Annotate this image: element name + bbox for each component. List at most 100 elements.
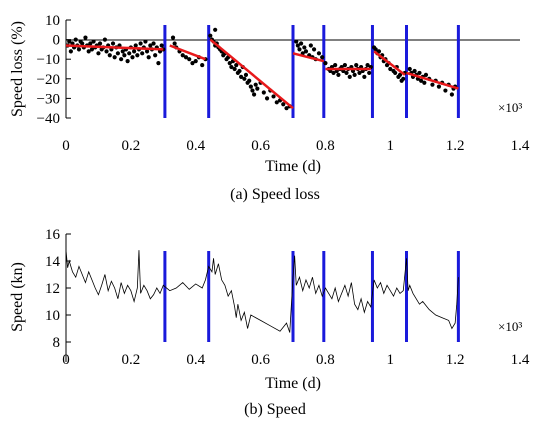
a-scatter-point	[255, 86, 260, 91]
a-scatter-point	[242, 76, 247, 81]
a-scatter-point	[227, 61, 232, 66]
a-scatter-point	[180, 53, 185, 58]
a-scatter-point	[311, 47, 317, 52]
a-scatter-point	[229, 64, 234, 70]
panel-a: 10 0 −10 −20 −30 −40 0 0.2 0.4 0.6 0.8 1 1.2 1.4 ×10…	[9, 13, 530, 203]
a-trend-line	[406, 71, 459, 90]
a-scatter-point	[130, 55, 135, 60]
a-y-tick-label: −40	[37, 111, 60, 127]
a-scatter-point	[357, 70, 362, 76]
a-scatter-point	[80, 41, 85, 46]
a-caption: (a) Speed loss	[230, 186, 320, 203]
a-scatter-point	[110, 41, 116, 46]
b-x-tick-label: 1.4	[511, 352, 530, 368]
a-scatter-point	[97, 41, 103, 46]
a-scatter-point	[190, 61, 195, 66]
a-scatter-point	[422, 80, 427, 85]
a-x-tick-label: 0.2	[121, 138, 140, 154]
a-scatter-point	[333, 62, 338, 68]
a-scatter-point	[320, 55, 325, 60]
a-scatter-point	[239, 74, 244, 79]
a-scatter-point	[151, 41, 156, 46]
a-scatter-point	[89, 47, 95, 52]
a-trend-line	[292, 52, 325, 63]
a-scatter-point	[146, 55, 151, 60]
a-scatter-point	[125, 59, 130, 64]
a-scatter-point	[127, 51, 132, 56]
speed-series-line	[65, 250, 459, 333]
a-scatter-point	[213, 27, 218, 32]
a-y-label: Speed loss (%)	[9, 21, 26, 117]
a-scatter-point	[156, 61, 161, 66]
a-scatter-point	[112, 55, 117, 60]
a-x-label: Time (d)	[265, 158, 321, 175]
a-scatter-point	[295, 43, 300, 48]
a-scatter-point	[68, 49, 73, 54]
a-x-tick-label: 0.8	[316, 138, 335, 154]
a-scatter-point	[135, 53, 140, 58]
a-scatter-point	[67, 39, 72, 44]
b-y-tick-label: 16	[45, 227, 61, 243]
a-scatter-point	[187, 57, 192, 62]
a-scatter-point	[417, 70, 422, 76]
a-x-tick-label: 0.6	[251, 138, 270, 154]
a-scatter-point	[299, 41, 304, 46]
a-scatter-point	[144, 49, 150, 54]
a-scatter-point	[138, 41, 143, 46]
a-scatter-point	[234, 62, 239, 68]
a-trend-line	[209, 38, 294, 110]
a-scatter-point	[208, 33, 213, 38]
a-scatter-point	[91, 39, 96, 44]
a-scatter-point	[133, 43, 138, 48]
a-scatter-point	[407, 66, 412, 72]
a-scatter-point	[153, 53, 158, 58]
a-scatter-point	[362, 74, 367, 79]
a-scatter-point	[248, 84, 253, 89]
a-scatter-point	[297, 47, 302, 52]
a-scatter-point	[200, 62, 205, 68]
b-x-tick-label: 0.8	[316, 352, 335, 368]
a-scatter-point	[367, 70, 372, 76]
a-scatter-point	[237, 68, 242, 74]
a-scatter-point	[243, 72, 249, 77]
b-x-tick-label: 1	[387, 352, 395, 368]
a-y-tick-label: −10	[37, 52, 60, 68]
a-scatter-point	[281, 102, 286, 107]
a-x-tick-label: 1	[387, 138, 395, 154]
a-x-tick-label: 1.2	[446, 138, 465, 154]
a-scatter-point	[140, 51, 145, 56]
b-x-tick-label: 1.2	[446, 352, 465, 368]
a-scatter-point	[347, 74, 352, 79]
a-scatter-point	[388, 66, 393, 72]
a-scatter-point	[449, 92, 454, 97]
a-x-multiplier: ×10³	[498, 100, 522, 115]
a-scatter-point	[443, 88, 448, 93]
b-caption: (b) Speed	[244, 401, 306, 418]
a-scatter-point	[183, 55, 189, 60]
a-scatter-point	[331, 70, 336, 76]
a-scatter-point	[132, 49, 137, 54]
a-scatter-point	[303, 49, 309, 54]
a-scatter-point	[104, 49, 109, 54]
a-scatter-point	[73, 37, 78, 42]
a-scatter-point	[412, 68, 417, 74]
a-scatter-point	[250, 88, 255, 93]
a-scatter-point	[323, 61, 328, 66]
a-scatter-point	[261, 90, 266, 95]
a-scatter-point	[294, 39, 299, 44]
a-scatter-point	[430, 82, 435, 87]
a-scatter-point	[143, 39, 148, 44]
a-scatter-point	[436, 84, 442, 89]
a-scatter-point	[96, 51, 101, 56]
a-scatter-point	[423, 72, 429, 77]
a-scatter-point	[193, 59, 198, 64]
b-x-multiplier: ×10³	[498, 319, 522, 334]
a-scatter-point	[107, 53, 112, 58]
a-scatter-point	[352, 72, 357, 77]
b-x-tick-label: 0	[62, 352, 70, 368]
a-y-tick-label: 10	[45, 13, 60, 29]
a-x-tick-label: 1.4	[511, 138, 530, 154]
a-scatter-point	[86, 49, 91, 54]
a-scatter-point	[120, 49, 125, 54]
a-scatter-point	[172, 41, 177, 46]
